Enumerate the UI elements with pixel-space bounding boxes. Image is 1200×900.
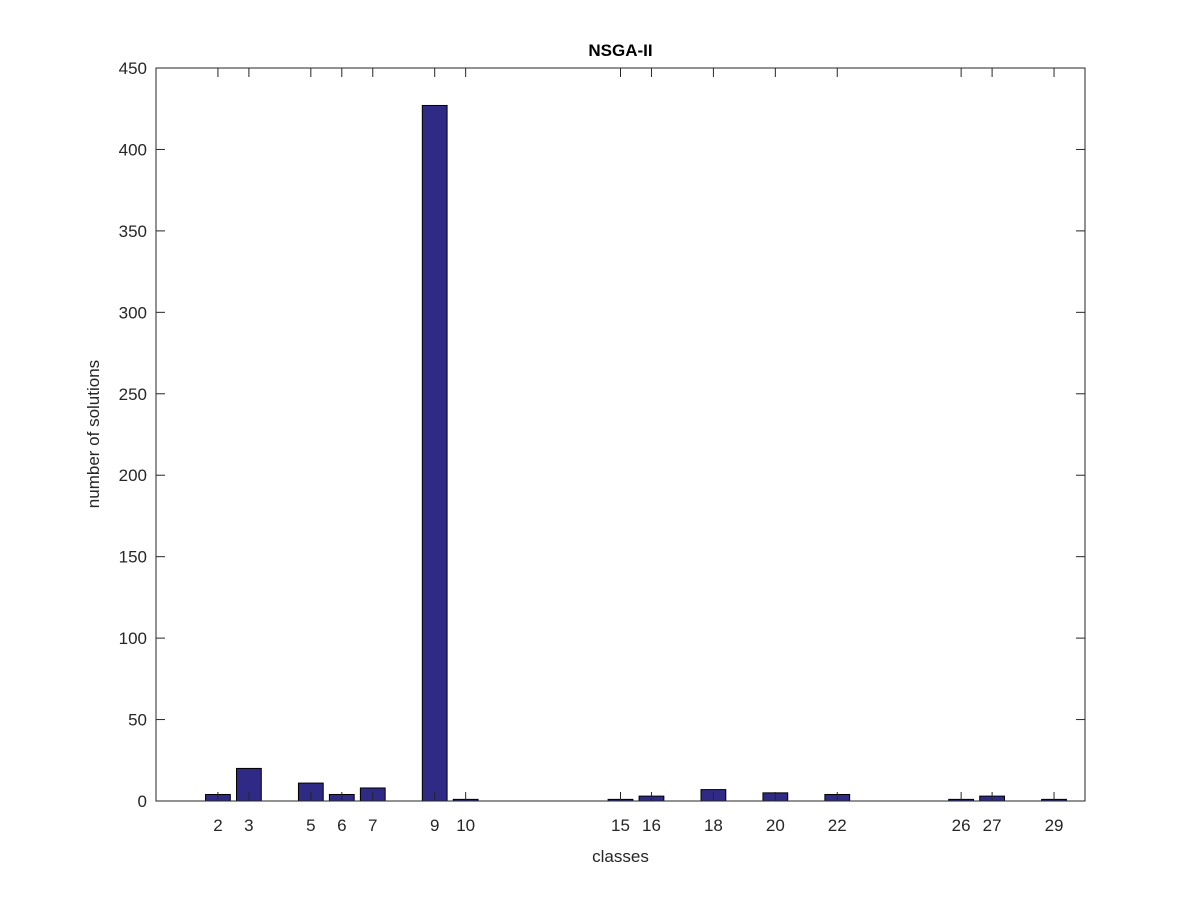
y-tick-label: 100: [119, 629, 147, 648]
y-tick-label: 200: [119, 466, 147, 485]
y-tick-label: 0: [138, 792, 147, 811]
x-tick-label: 2: [213, 816, 222, 835]
chart-title: NSGA-II: [588, 41, 652, 60]
x-tick-label: 20: [766, 816, 785, 835]
y-tick-label: 150: [119, 548, 147, 567]
x-tick-label: 18: [704, 816, 723, 835]
axis-ticks: [156, 67, 1085, 802]
y-tick-label: 400: [119, 140, 147, 159]
y-tick-label: 450: [119, 59, 147, 78]
x-tick-label: 26: [952, 816, 971, 835]
y-tick-label: 300: [119, 303, 147, 322]
y-axis-label: number of solutions: [84, 360, 103, 508]
x-tick-label: 27: [983, 816, 1002, 835]
x-tick-label: 16: [642, 816, 661, 835]
x-tick-label: 22: [828, 816, 847, 835]
x-tick-label: 9: [430, 816, 439, 835]
bar-9: [421, 104, 448, 802]
x-tick-label: 6: [337, 816, 346, 835]
x-tick-label: 3: [244, 816, 253, 835]
x-tick-label: 15: [611, 816, 630, 835]
y-tick-label: 50: [128, 711, 147, 730]
axes-box: [155, 67, 1086, 802]
tick-labels: 2 3 5 6 7 9 10 15 16 18 20 22 26 27 29 0 50 100 150 200 250 3…: [119, 59, 1064, 835]
y-tick-label: 350: [119, 222, 147, 241]
x-axis-label: classes: [592, 847, 649, 866]
x-tick-label: 5: [306, 816, 315, 835]
x-tick-label: 10: [456, 816, 475, 835]
y-tick-label: 250: [119, 385, 147, 404]
x-tick-label: 7: [368, 816, 377, 835]
plot-area: [156, 68, 1085, 801]
x-tick-label: 29: [1045, 816, 1064, 835]
